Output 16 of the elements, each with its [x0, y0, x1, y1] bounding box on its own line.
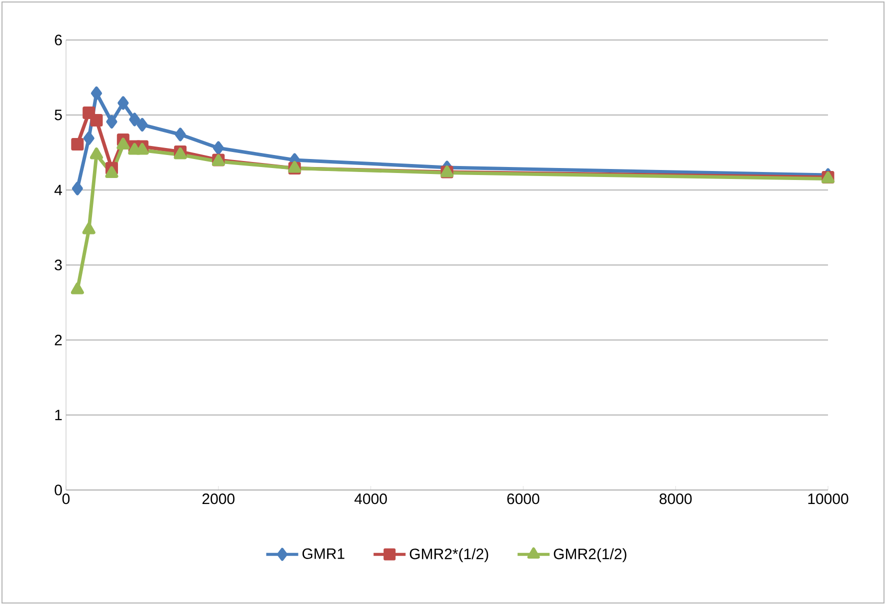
y-tick-label: 1: [55, 410, 62, 420]
y-tick-label: 5: [54, 110, 62, 120]
legend-label: GMR1: [302, 548, 344, 560]
x-tick-label: 6000: [507, 494, 540, 504]
x-tick-label: 4000: [354, 494, 387, 504]
x-tick-label: 8000: [660, 494, 692, 504]
y-tick-label: 4: [54, 184, 62, 196]
y-tick-label: 3: [54, 260, 62, 270]
y-tick-label: 6: [54, 34, 62, 46]
x-tick-label: 2000: [202, 494, 234, 504]
x-tick-label: 0: [62, 494, 70, 504]
legend-label: GMR2*(1/2): [410, 548, 488, 562]
y-tick-label: 0: [54, 484, 62, 496]
x-tick-label: 10000: [808, 494, 848, 504]
legend-label: GMR2(1/2): [554, 548, 626, 562]
y-tick-label: 2: [54, 334, 62, 346]
